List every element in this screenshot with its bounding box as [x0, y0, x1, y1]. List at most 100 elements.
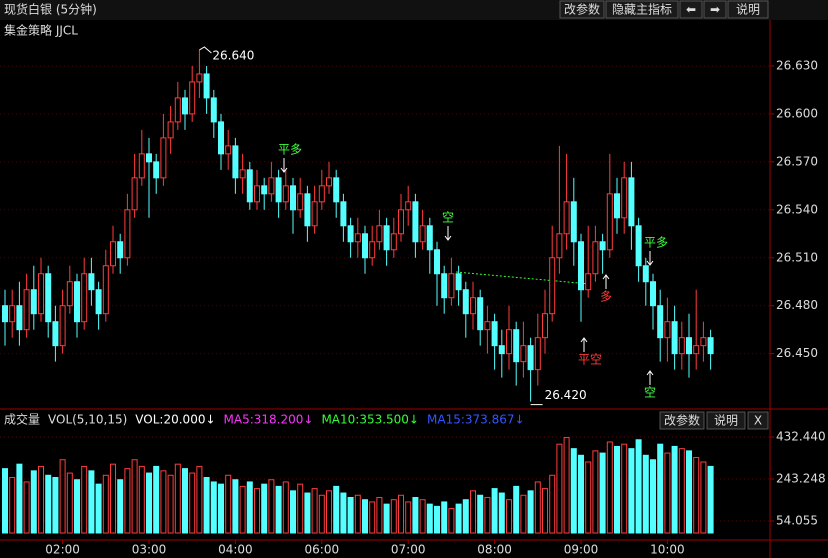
volume-bar — [628, 448, 635, 534]
signal-arrow-head — [280, 167, 288, 173]
candle-body — [686, 337, 692, 355]
candle-body — [570, 201, 577, 243]
button[interactable] — [605, 0, 679, 19]
candle-body — [124, 209, 131, 259]
button[interactable] — [659, 411, 705, 430]
candle-body — [614, 193, 620, 219]
volume-bar — [66, 472, 73, 534]
volume-bar — [549, 474, 556, 534]
x-tick-label: 06:00 — [305, 543, 340, 557]
y-tick-label: 432.440 — [776, 430, 826, 444]
candle-body — [261, 185, 268, 195]
candle-body — [621, 177, 628, 219]
candle-body — [426, 225, 433, 251]
candle-body — [369, 241, 376, 259]
candle-body — [246, 169, 253, 203]
button[interactable] — [747, 411, 769, 430]
candle-body — [534, 337, 541, 371]
volume-bar — [304, 492, 311, 534]
volume-bar — [160, 470, 167, 534]
candle-body — [95, 289, 102, 315]
volume-bar — [153, 465, 160, 534]
volume-bar — [455, 503, 462, 534]
candle-body — [254, 185, 260, 203]
candle-body — [693, 345, 700, 355]
signal-arrow-head — [602, 274, 610, 280]
indicator-name: 集金策略 JJCL — [4, 23, 78, 38]
candle-body — [333, 177, 340, 203]
candle-body — [9, 305, 16, 323]
x-tick-label: 08:00 — [477, 543, 512, 557]
candle-body — [167, 121, 174, 139]
volume-bar — [556, 443, 563, 534]
button-label[interactable]: ➡ — [710, 3, 720, 17]
volume-bar — [340, 492, 347, 534]
volume-bar — [520, 494, 527, 534]
volume-bar — [578, 454, 584, 534]
volume-bar — [614, 445, 620, 534]
volume-bar — [290, 490, 296, 534]
y-tick-label: 54.055 — [776, 514, 818, 528]
button[interactable] — [706, 411, 746, 430]
volume-bar — [81, 465, 88, 534]
candle-body — [448, 273, 455, 299]
volume-bar — [275, 485, 282, 534]
candle-body — [16, 305, 23, 331]
candle-body — [700, 337, 707, 347]
button[interactable] — [679, 0, 703, 19]
volume-bar — [95, 483, 102, 534]
volume-bar — [362, 499, 368, 534]
candle-body — [678, 337, 685, 355]
candle-body — [657, 305, 664, 339]
candle-body — [102, 265, 109, 315]
candle-body — [160, 137, 167, 179]
volume-bar — [347, 496, 354, 534]
volume-bar — [707, 465, 714, 534]
volume-bar — [513, 485, 520, 534]
button-label[interactable]: 改参数 — [564, 2, 600, 17]
volume-bar — [484, 496, 491, 534]
legend-entry: VOL:20.000↓ — [135, 413, 215, 427]
volume-bar — [88, 470, 95, 534]
volume-bar — [110, 463, 116, 534]
candle-body — [38, 273, 44, 315]
button-label[interactable]: 说明 — [736, 2, 760, 17]
volume-bar — [635, 439, 642, 534]
volume-bar — [138, 465, 145, 534]
volume-bar — [9, 477, 16, 534]
candle-body — [66, 281, 73, 307]
button-label[interactable]: 说明 — [714, 413, 738, 428]
volume-bar — [477, 494, 484, 534]
volume-bar — [650, 459, 656, 534]
volume-bar — [534, 481, 541, 534]
signal-arrow-head — [646, 260, 654, 266]
button[interactable] — [727, 0, 769, 19]
signal-line — [455, 271, 591, 285]
volume-bar — [311, 488, 318, 534]
candle-body — [434, 249, 440, 275]
candle-body — [340, 201, 347, 227]
volume-bar — [462, 499, 469, 534]
volume-bar — [700, 461, 707, 534]
candle-body — [232, 145, 239, 179]
button-label[interactable]: X — [754, 414, 762, 428]
window-title: 现货白银 (5分钟) — [4, 2, 97, 17]
button[interactable] — [559, 0, 605, 19]
volume-bar — [203, 477, 210, 534]
candle-body — [326, 177, 332, 187]
volume-bar — [268, 479, 275, 534]
candle-body — [383, 225, 390, 251]
volume-bar — [441, 501, 448, 534]
candle-body — [484, 321, 491, 331]
button-label[interactable]: 改参数 — [664, 413, 700, 428]
volume-bar — [117, 479, 124, 534]
y-tick-label: 243.248 — [776, 472, 826, 486]
button[interactable] — [703, 0, 727, 19]
candle-body — [592, 241, 599, 275]
button-label[interactable]: ⬅ — [686, 3, 696, 17]
candle-body — [650, 281, 656, 307]
button-label[interactable]: 隐藏主指标 — [612, 2, 672, 17]
volume-bar — [246, 481, 253, 534]
legend-entry: MA15:373.867↓ — [427, 413, 525, 427]
volume-bar — [354, 494, 361, 534]
